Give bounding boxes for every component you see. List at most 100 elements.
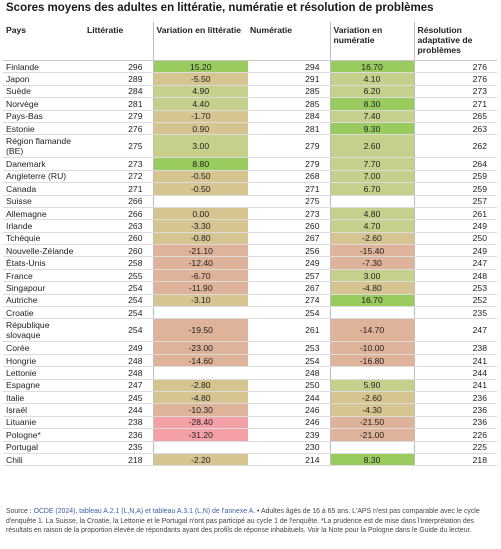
numeracy-change-cell: 5.90 [329, 379, 414, 393]
numeracy-change-cell: 9.30 [329, 122, 414, 136]
literacy-cell: 254 [85, 281, 153, 295]
problem-solving-cell: 244 [413, 366, 497, 380]
country-cell: France [3, 269, 85, 283]
literacy-cell: 272 [85, 170, 153, 184]
numeracy-cell: 253 [248, 341, 330, 355]
literacy-change-cell: -21.10 [152, 244, 248, 258]
table-row: Lettonie 248 248 244 [3, 366, 497, 380]
country-cell: Autriche [3, 294, 85, 308]
table-row: Pologne* 236 -31.20 239 -21.00 226 [3, 428, 497, 442]
literacy-cell: 289 [85, 72, 153, 86]
table-row: Hongrie 248 -14.60 254 -16.80 241 [3, 354, 497, 368]
country-cell: République slovaque [3, 318, 85, 343]
numeracy-cell: 281 [248, 122, 330, 136]
country-cell: Pays-Bas [3, 110, 85, 123]
country-cell: Israël [3, 403, 85, 417]
literacy-change-cell: -31.20 [152, 428, 248, 442]
literacy-cell: 218 [85, 453, 153, 467]
problem-solving-cell: 235 [413, 306, 497, 320]
numeracy-change-cell: -15.40 [329, 244, 414, 258]
numeracy-cell: 271 [248, 182, 330, 196]
literacy-cell: 238 [85, 416, 153, 430]
numeracy-change-cell: 7.00 [329, 170, 414, 184]
literacy-change-cell: -3.30 [152, 219, 248, 233]
numeracy-cell: 275 [248, 195, 330, 208]
problem-solving-cell: 259 [413, 182, 497, 196]
problem-solving-cell: 247 [413, 256, 497, 270]
table-row: Angleterre (RU) 272 -0.50 268 7.00 259 [3, 170, 497, 184]
numeracy-cell: 254 [248, 354, 330, 368]
literacy-cell: 236 [85, 428, 153, 442]
literacy-cell: 254 [85, 306, 153, 320]
problem-solving-cell: 241 [413, 354, 497, 368]
literacy-change-cell: -19.50 [152, 318, 248, 343]
table-row: Lituanie 238 -28.40 246 -21.50 236 [3, 416, 497, 430]
numeracy-cell: 285 [248, 97, 330, 111]
numeracy-cell: 246 [248, 403, 330, 417]
problem-solving-cell: 226 [413, 428, 497, 442]
numeracy-change-cell: -21.50 [329, 416, 414, 430]
literacy-cell: 255 [85, 269, 153, 283]
literacy-cell: 281 [85, 97, 153, 111]
table-row: Autriche 254 -3.10 274 16.70 252 [3, 294, 497, 308]
header-country: Pays [3, 22, 85, 61]
numeracy-change-cell: 7.40 [329, 110, 414, 123]
country-cell: Espagne [3, 379, 85, 393]
scores-table: Pays Littératie Variation en littératie … [3, 22, 497, 467]
footer-source-link[interactable]: OCDE (2024), tableau A.2.1 (L,N,A) et ta… [33, 508, 256, 515]
literacy-change-cell [152, 195, 248, 208]
numeracy-change-cell: 8.30 [329, 453, 414, 467]
numeracy-change-cell: -7.30 [329, 256, 414, 270]
problem-solving-cell: 218 [413, 453, 497, 467]
literacy-change-cell: -10.30 [152, 403, 248, 417]
literacy-cell: 263 [85, 219, 153, 233]
table-row: États-Unis 258 -12.40 249 -7.30 247 [3, 256, 497, 270]
literacy-change-cell: -12.40 [152, 256, 248, 270]
problem-solving-cell: 225 [413, 441, 497, 454]
literacy-change-cell: 0.00 [152, 207, 248, 221]
country-cell: Suisse [3, 195, 85, 208]
numeracy-change-cell: 2.60 [329, 134, 414, 159]
literacy-cell: 276 [85, 122, 153, 136]
problem-solving-cell: 265 [413, 110, 497, 123]
literacy-cell: 247 [85, 379, 153, 393]
problem-solving-cell: 236 [413, 403, 497, 417]
literacy-change-cell: -23.00 [152, 341, 248, 355]
literacy-cell: 258 [85, 256, 153, 270]
table-row: France 255 -6.70 257 3.00 248 [3, 269, 497, 283]
literacy-cell: 271 [85, 182, 153, 196]
country-cell: Finlande [3, 60, 85, 74]
numeracy-change-cell: -10.00 [329, 341, 414, 355]
literacy-cell: 260 [85, 244, 153, 258]
literacy-cell: 279 [85, 110, 153, 123]
table-row: Norvège 281 4.40 285 8.30 271 [3, 97, 497, 111]
table-row: Portugal 235 230 225 [3, 441, 497, 454]
country-cell: Singapour [3, 281, 85, 295]
table-row: Tchéquie 260 -0.80 267 -2.60 250 [3, 232, 497, 246]
literacy-cell: 266 [85, 207, 153, 221]
literacy-change-cell: -28.40 [152, 416, 248, 430]
numeracy-change-cell: 4.80 [329, 207, 414, 221]
table-row: Croatie 254 254 235 [3, 306, 497, 320]
literacy-change-cell: -6.70 [152, 269, 248, 283]
literacy-cell: 254 [85, 294, 153, 308]
literacy-change-cell: 8.80 [152, 157, 248, 171]
numeracy-cell: 261 [248, 318, 330, 343]
problem-solving-cell: 241 [413, 379, 497, 393]
table-row: Singapour 254 -11.90 267 -4.80 253 [3, 281, 497, 295]
problem-solving-cell: 259 [413, 170, 497, 184]
table-row: Allemagne 266 0.00 273 4.80 261 [3, 207, 497, 221]
literacy-change-cell: -4.80 [152, 391, 248, 405]
problem-solving-cell: 248 [413, 269, 497, 283]
numeracy-cell: 248 [248, 366, 330, 380]
literacy-change-cell [152, 366, 248, 380]
literacy-change-cell: -0.80 [152, 232, 248, 246]
table-row: Corée 249 -23.00 253 -10.00 238 [3, 341, 497, 355]
table-row: Nouvelle-Zélande 260 -21.10 256 -15.40 249 [3, 244, 497, 258]
table-row: Région flamande (BE) 275 3.00 279 2.60 262 [3, 134, 497, 159]
problem-solving-cell: 236 [413, 391, 497, 405]
country-cell: Italie [3, 391, 85, 405]
numeracy-change-cell: 8.30 [329, 97, 414, 111]
literacy-change-cell: -14.60 [152, 354, 248, 368]
literacy-change-cell [152, 306, 248, 320]
